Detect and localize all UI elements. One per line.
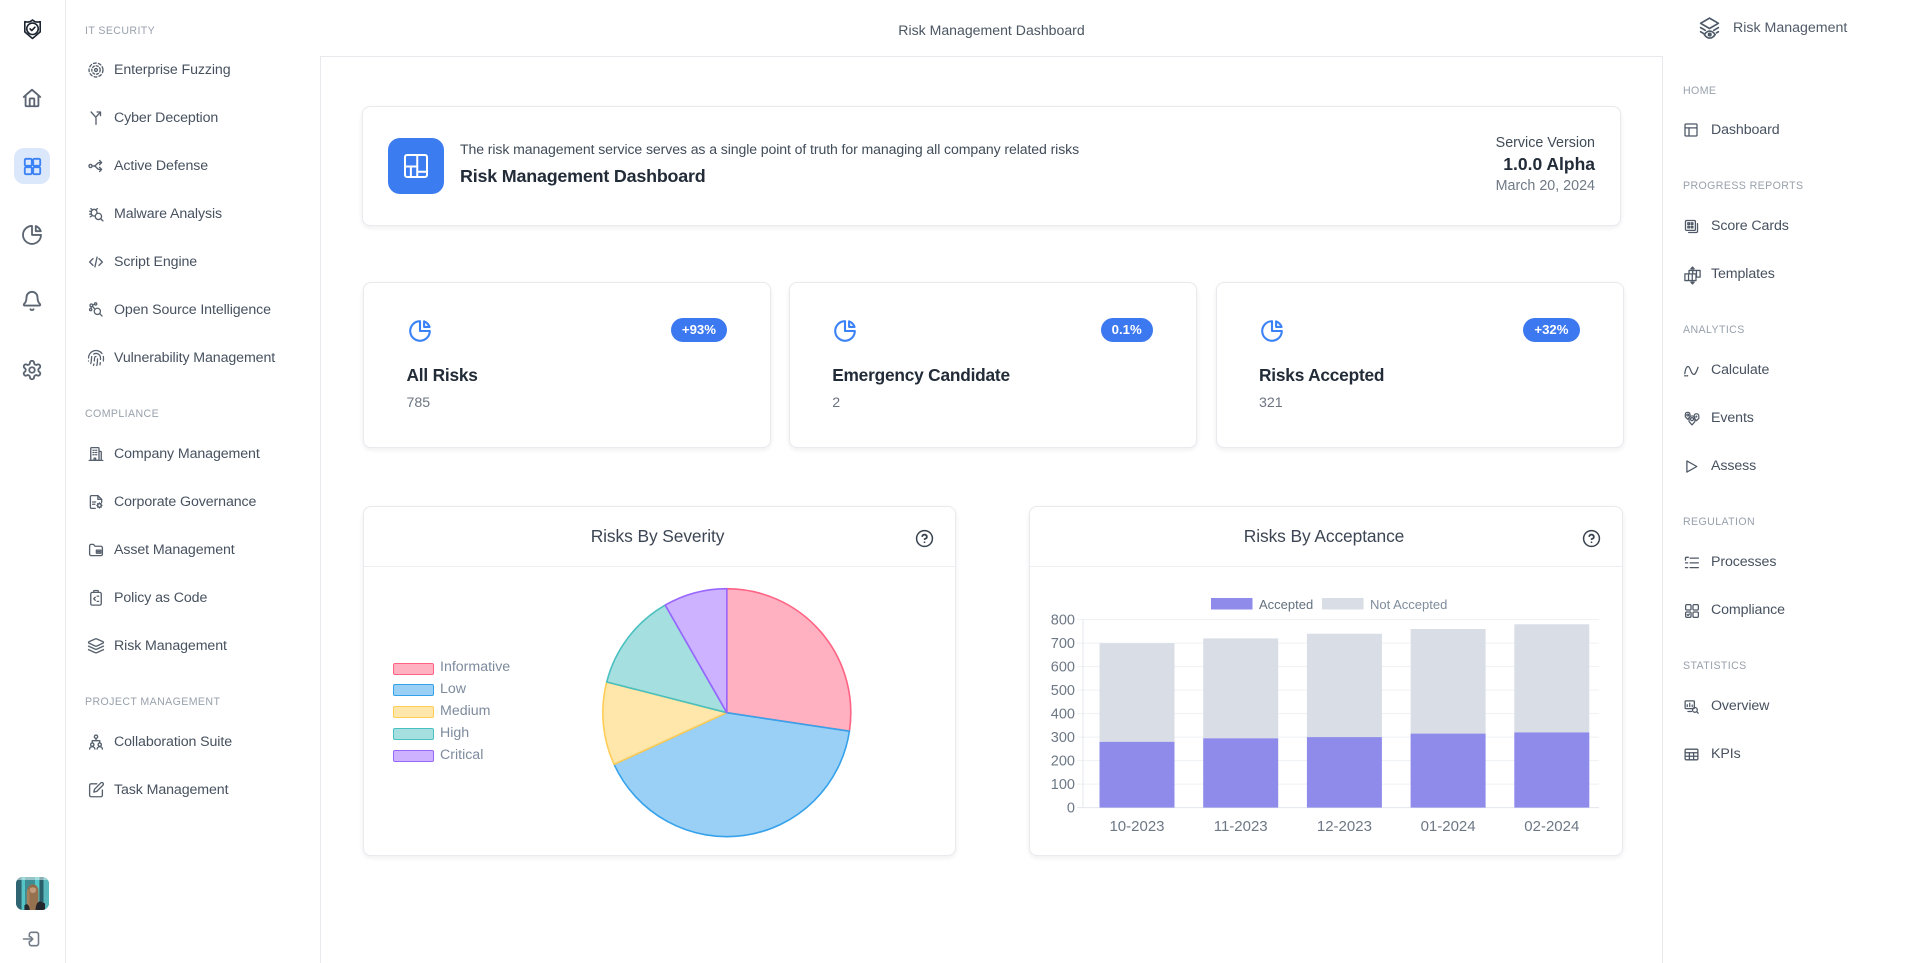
svg-text:0: 0 [1067,801,1075,817]
svg-text:02-2024: 02-2024 [1524,818,1579,835]
svg-text:600: 600 [1051,660,1075,676]
svg-text:01-2024: 01-2024 [1421,818,1476,835]
svg-text:300: 300 [1051,730,1075,746]
svg-text:11-2023: 11-2023 [1214,818,1268,835]
svg-text:Accepted: Accepted [1259,597,1313,612]
svg-text:100: 100 [1051,777,1075,793]
svg-text:200: 200 [1051,754,1075,770]
svg-text:400: 400 [1051,707,1075,723]
svg-text:800: 800 [1051,613,1075,629]
svg-text:10-2023: 10-2023 [1109,818,1164,835]
svg-text:500: 500 [1051,683,1075,699]
svg-text:700: 700 [1051,636,1075,652]
svg-text:Not Accepted: Not Accepted [1370,597,1447,612]
svg-text:12-2023: 12-2023 [1317,818,1372,835]
